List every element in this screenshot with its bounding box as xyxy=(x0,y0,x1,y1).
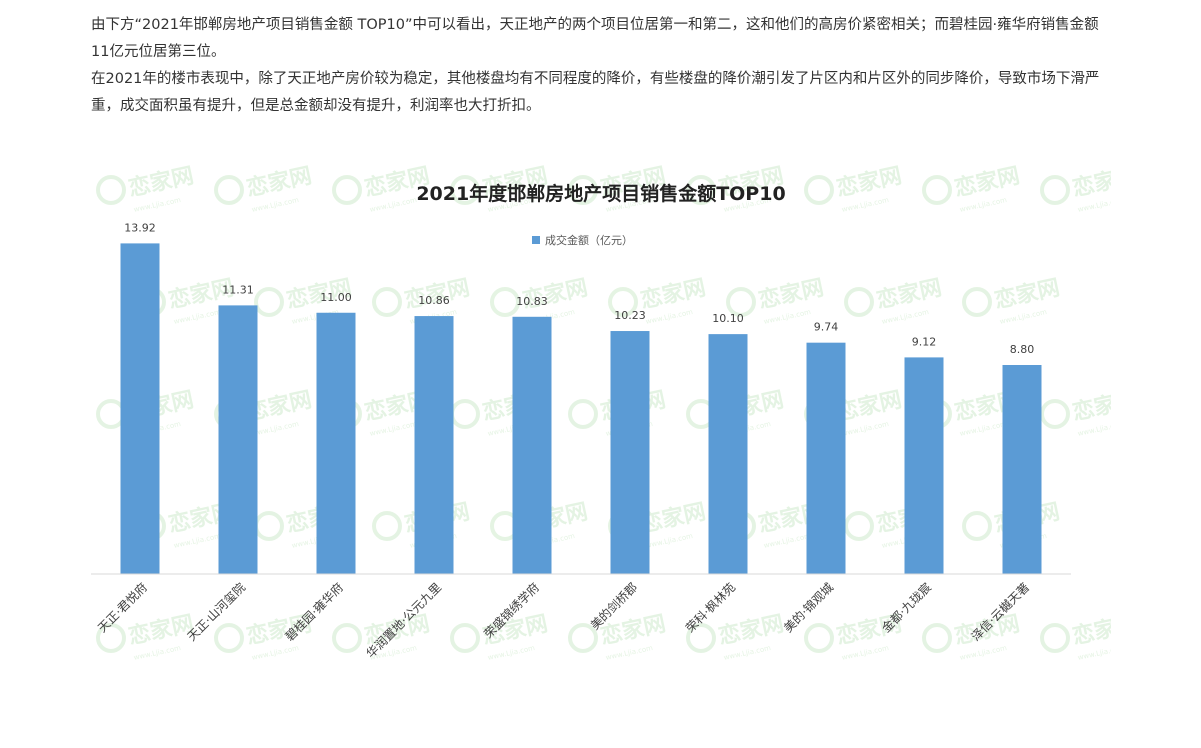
sales-chart: 恋家网 www.Ljia.com 恋家网 www.Ljia.com 恋家网 www.Lji… xyxy=(91,160,1111,685)
data-label-10: 8.80 xyxy=(1010,343,1035,356)
bar-series: 13.92 11.31 11.00 10.86 10.83 10.23 10.10 9.74 9… xyxy=(120,221,1042,574)
watermark-brand: 恋家网 xyxy=(126,611,196,650)
legend-label: 成交金额（亿元） xyxy=(545,233,633,247)
watermark-swirl-icon xyxy=(686,623,716,653)
bar-6 xyxy=(610,331,650,574)
data-label-2: 11.31 xyxy=(222,283,254,296)
watermark-swirl-icon xyxy=(922,175,952,205)
data-label-7: 10.10 xyxy=(712,312,744,325)
watermark-swirl-icon xyxy=(844,287,874,317)
watermark-swirl-icon xyxy=(450,175,480,205)
watermark-brand: 恋家网 xyxy=(992,275,1062,314)
watermark-swirl-icon xyxy=(962,511,992,541)
watermark-swirl-icon xyxy=(254,511,284,541)
bar-5 xyxy=(512,316,552,574)
article-text: 由下方“2021年邯郸房地产项目销售金额 TOP10”中可以看出，天正地产的两个… xyxy=(91,12,1111,120)
x-tick-label-9: 金都·九珑宸 xyxy=(878,580,934,636)
watermark-swirl-icon xyxy=(804,623,834,653)
watermark-swirl-icon xyxy=(568,175,598,205)
watermark-swirl-icon xyxy=(96,399,126,429)
watermark-swirl-icon xyxy=(922,623,952,653)
watermark-swirl-icon xyxy=(214,175,244,205)
legend-swatch xyxy=(532,236,540,244)
watermark-brand: 恋家网 xyxy=(1070,611,1111,650)
bar-3 xyxy=(316,312,356,574)
data-label-5: 10.83 xyxy=(516,295,548,308)
data-label-6: 10.23 xyxy=(614,309,646,322)
article-paragraph-1: 由下方“2021年邯郸房地产项目销售金额 TOP10”中可以看出，天正地产的两个… xyxy=(91,17,1099,60)
bar-2 xyxy=(218,305,258,574)
watermark-swirl-icon xyxy=(332,175,362,205)
watermark-swirl-icon xyxy=(1040,399,1070,429)
watermark-brand: 恋家网 xyxy=(756,275,826,314)
watermark-swirl-icon xyxy=(372,287,402,317)
watermark-swirl-icon xyxy=(962,287,992,317)
watermark-swirl-icon xyxy=(96,175,126,205)
watermark-swirl-icon xyxy=(844,511,874,541)
watermark-swirl-icon xyxy=(96,623,126,653)
watermark-swirl-icon xyxy=(450,399,480,429)
watermark-swirl-icon xyxy=(686,175,716,205)
watermark-brand: 恋家网 xyxy=(1070,387,1111,426)
watermark-swirl-icon xyxy=(450,623,480,653)
watermark-swirl-icon xyxy=(608,287,638,317)
watermark-brand: 恋家网 xyxy=(1070,163,1111,202)
data-label-8: 9.74 xyxy=(814,321,839,334)
watermark-brand: 恋家网 xyxy=(638,275,708,314)
watermark-swirl-icon xyxy=(254,287,284,317)
data-label-3: 11.00 xyxy=(320,291,352,304)
article-paragraph-2: 在2021年的楼市表现中，除了天正地产房价较为稳定，其他楼盘均有不同程度的降价，… xyxy=(91,71,1100,114)
bar-4 xyxy=(414,316,454,574)
bar-7 xyxy=(708,334,748,574)
watermark-swirl-icon xyxy=(214,623,244,653)
watermark-swirl-icon xyxy=(804,175,834,205)
watermark-swirl-icon xyxy=(1040,175,1070,205)
watermark-swirl-icon xyxy=(568,399,598,429)
data-label-9: 9.12 xyxy=(912,335,937,348)
data-label-1: 13.92 xyxy=(124,221,156,234)
watermark-brand: 恋家网 xyxy=(716,611,786,650)
watermark-swirl-icon xyxy=(490,287,520,317)
watermark-brand: 恋家网 xyxy=(834,163,904,202)
bar-9 xyxy=(904,357,944,574)
watermark-swirl-icon xyxy=(568,623,598,653)
watermark-swirl-icon xyxy=(372,511,402,541)
chart-legend: 成交金额（亿元） xyxy=(532,233,633,247)
watermark-brand: 恋家网 xyxy=(126,163,196,202)
bar-1 xyxy=(120,243,160,574)
bar-10 xyxy=(1002,365,1042,574)
chart-title: 2021年度邯郸房地产项目销售金额TOP10 xyxy=(416,182,785,205)
watermark-swirl-icon xyxy=(726,287,756,317)
watermark-brand: 恋家网 xyxy=(874,275,944,314)
data-label-4: 10.86 xyxy=(418,294,450,307)
watermark-brand: 恋家网 xyxy=(952,163,1022,202)
watermark-brand: 恋家网 xyxy=(244,163,314,202)
watermark-swirl-icon xyxy=(332,623,362,653)
bar-8 xyxy=(806,342,846,574)
watermark-swirl-icon xyxy=(1040,623,1070,653)
